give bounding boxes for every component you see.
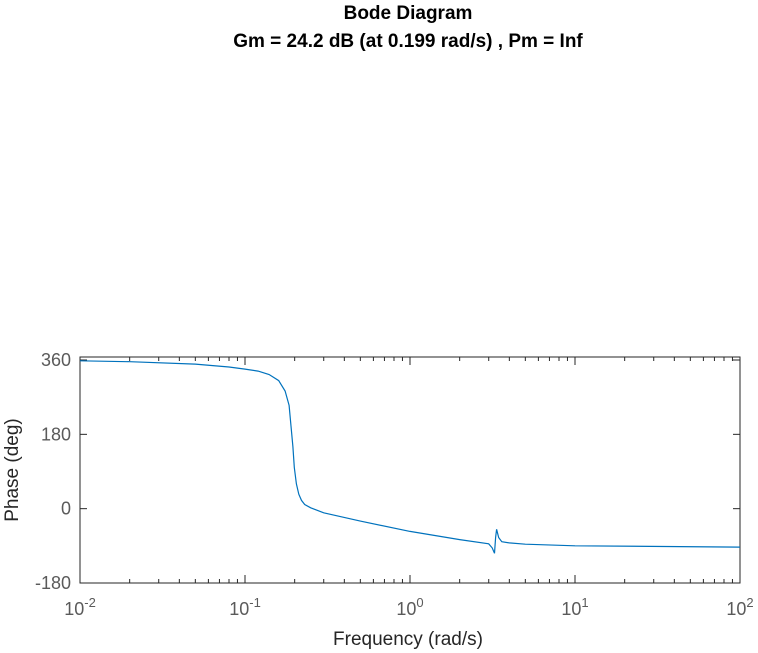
x-tick-label: 10-1: [229, 595, 261, 619]
y-axis-label: Phase (deg): [2, 418, 23, 522]
axes-box: [79, 356, 741, 584]
phase-axes: [79, 356, 741, 584]
chart-subtitle: Gm = 24.2 dB (at 0.199 rad/s) , Pm = Inf: [233, 31, 583, 52]
y-tick-label: 360: [41, 350, 71, 370]
x-tick-label: 101: [561, 595, 588, 619]
y-tick-labels: 360 180 0 -180: [35, 350, 71, 593]
x-axis-label: Frequency (rad/s): [333, 629, 483, 650]
phase-series-line: [79, 360, 741, 554]
y-tick-label: -180: [35, 573, 71, 593]
x-tick-label: 102: [726, 595, 753, 619]
x-tick-label: 10-2: [64, 595, 96, 619]
x-tick-label: 100: [396, 595, 423, 619]
y-tick-label: 0: [61, 499, 71, 519]
x-tick-labels: 10-2 10-1 100 101 102: [64, 595, 753, 619]
y-tick-label: 180: [41, 424, 71, 444]
axis-ticks: [79, 357, 741, 584]
chart-title: Bode Diagram: [344, 3, 473, 24]
